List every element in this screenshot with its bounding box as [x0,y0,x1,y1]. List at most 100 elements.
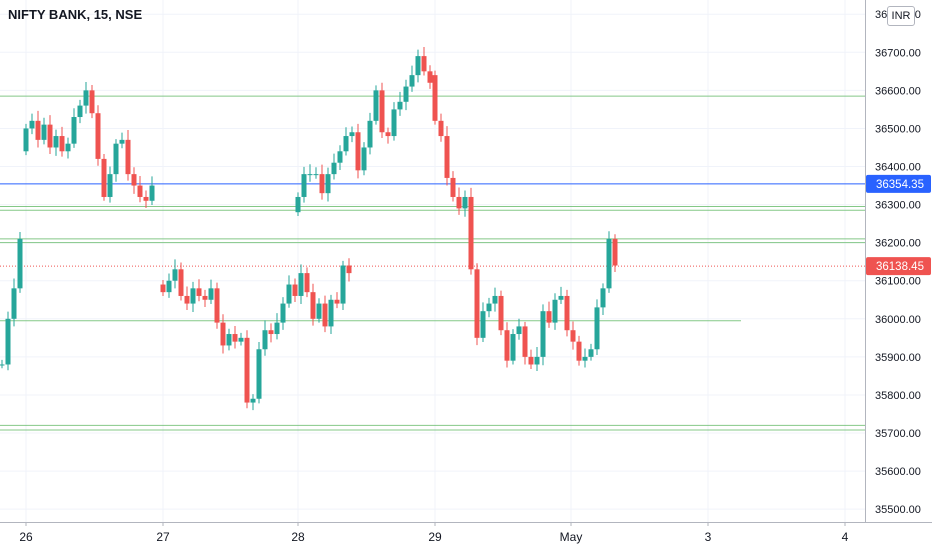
y-tick-label: 36000.00 [875,314,921,326]
x-tick-label: 29 [428,530,442,544]
candle-body [331,162,337,175]
candle-body [238,337,244,342]
candle-body [268,330,274,335]
candle-body [612,238,618,266]
candle-body [292,284,298,296]
x-tick-label: 26 [19,530,33,544]
candle-body [101,158,107,197]
y-tick-label: 36300.00 [875,200,921,212]
candle-body [504,330,510,361]
candle-body [307,174,313,176]
candle-body [131,174,137,186]
y-tick-label: 35800.00 [875,390,921,402]
marked-price-label-bg [866,174,931,193]
y-tick-label: 35600.00 [875,466,921,478]
candle-body [301,174,307,197]
y-tick-label: 35500.00 [875,504,921,516]
candle-body [361,147,367,171]
candle-body [184,295,190,304]
candle-body [125,139,131,175]
candle-body [456,196,462,209]
candle-body [178,269,184,296]
time-axis-bg [0,522,932,550]
candle-body [510,334,516,361]
candle-body [280,303,286,323]
candle-body [385,132,391,137]
candle-body [208,288,214,300]
candle-body [83,90,89,106]
candle-body [262,330,268,350]
candle-body [367,120,373,148]
candle-body [337,151,343,163]
candle-body [325,174,331,194]
candle-body [391,109,397,137]
candle-body [95,113,101,159]
candle-body [492,295,498,304]
x-tick-label: May [560,530,583,544]
candle-body [528,356,534,365]
candle-body [373,90,379,121]
candle-body [53,136,59,148]
candle-body [379,90,385,133]
candle-body [343,136,349,152]
candle-body [576,341,582,361]
candle-body [415,56,421,76]
candle-body [480,311,486,338]
last-price-label-bg [866,257,931,276]
currency-badge[interactable]: INR [887,6,915,26]
y-tick-label: 35900.00 [875,352,921,364]
candle-body [17,238,23,289]
y-tick-label: 35700.00 [875,428,921,440]
candle-body [250,398,256,403]
candle-body [47,124,53,148]
candle-body [421,56,427,72]
candle-body [319,174,325,194]
x-tick-label: 4 [842,530,849,544]
candle-body [196,288,202,296]
candle-body [334,299,340,304]
candle-body [220,322,226,346]
candle-body [256,349,262,399]
candle-body [570,330,576,342]
candle-body [232,334,238,342]
candle-body [486,303,492,312]
candle-body [558,295,564,300]
candle-body [397,101,403,110]
y-tick-label: 36400.00 [875,162,921,174]
candle-body [304,273,310,293]
candles [0,46,618,411]
candle-body [65,143,71,152]
candle-body [71,117,77,144]
candle-body [298,273,304,296]
candle-body [35,120,41,140]
x-tick-label: 3 [705,530,712,544]
y-tick-label: 36200.00 [875,238,921,250]
symbol-title[interactable]: NIFTY BANK, 15, NSE [8,7,143,22]
candle-body [540,311,546,357]
candle-body [588,349,594,357]
candle-body [450,177,456,197]
candle-body [143,196,149,201]
candle-body [5,318,11,365]
candle-body [468,196,474,270]
candle-body [113,143,119,175]
candle-body [149,185,155,201]
candle-body [600,288,606,308]
y-tick-label: 36500.00 [875,123,921,135]
candle-body [295,196,301,213]
candle-body [310,292,316,319]
candle-body [286,284,292,304]
candle-body [41,124,47,140]
candle-body [606,238,612,289]
candle-body [214,288,220,323]
candle-body [0,364,5,366]
candle-body [316,303,322,319]
candle-body [166,280,172,293]
candle-body [534,356,540,365]
y-tick-label: 36600.00 [875,85,921,97]
candle-body [29,120,35,129]
candle-body [11,288,17,319]
y-tick-label: 36700.00 [875,47,921,59]
candle-body [322,303,328,327]
